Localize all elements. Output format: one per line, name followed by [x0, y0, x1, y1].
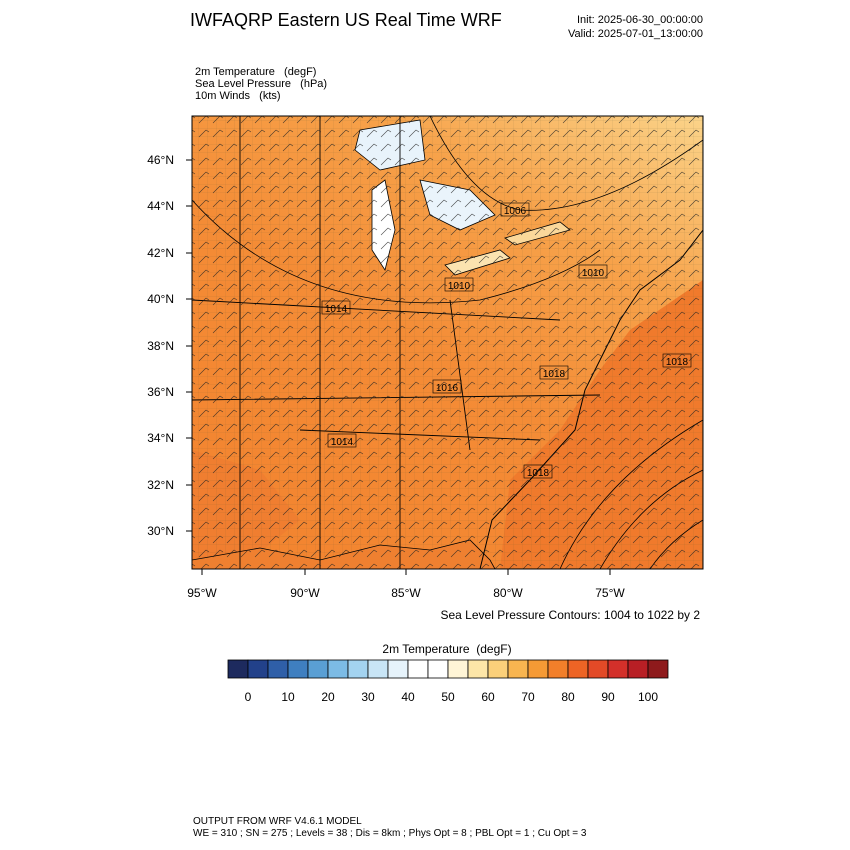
contour-label: 1018: [666, 357, 689, 368]
contour-label-box: [539, 365, 569, 380]
contour-label-box: [321, 300, 351, 315]
colorbar-swatch: [487, 659, 509, 679]
contour-label-box: [500, 202, 530, 217]
contour-label-box: [523, 464, 553, 479]
lon-label: 85°W: [391, 586, 421, 600]
contour-note: Sea Level Pressure Contours: 1004 to 102…: [441, 608, 701, 622]
contour-label: 1018: [543, 369, 566, 380]
colorbar-swatch: [567, 659, 589, 679]
colorbar-tick-label: 90: [601, 690, 615, 704]
colorbar-swatch: [387, 659, 409, 679]
colorbar-title: 2m Temperature (degF): [382, 642, 511, 656]
colorbar-swatch: [367, 659, 389, 679]
contour-label-box: [432, 379, 462, 394]
colorbar-tick-label: 100: [638, 690, 658, 704]
contour-label: 1018: [527, 468, 550, 479]
contour-label-box: [444, 277, 474, 292]
footer-line: WE = 310 ; SN = 275 ; Levels = 38 ; Dis …: [193, 828, 587, 839]
colorbar-tick-label: 50: [441, 690, 455, 704]
contour-label: 1016: [436, 383, 459, 394]
lat-label: 38°N: [147, 339, 174, 353]
contour-label: 1014: [331, 437, 354, 448]
colorbar-swatch: [347, 659, 369, 679]
colorbar-swatch: [547, 659, 569, 679]
colorbar-swatch: [507, 659, 529, 679]
colorbar-tick-label: 10: [281, 690, 295, 704]
lon-label: 90°W: [290, 586, 320, 600]
contour-label: 1014: [325, 304, 348, 315]
valid-time: Valid: 2025-07-01_13:00:00: [568, 28, 703, 40]
colorbar-tick-label: 30: [361, 690, 375, 704]
colorbar-swatch: [227, 659, 249, 679]
map-frame: [191, 115, 704, 570]
colorbar-swatch: [627, 659, 649, 679]
lat-label: 32°N: [147, 478, 174, 492]
colorbar-swatch: [287, 659, 309, 679]
field-label: 10m Winds (kts): [195, 90, 281, 102]
colorbar-tick-label: 40: [401, 690, 415, 704]
field-label: Sea Level Pressure (hPa): [195, 78, 327, 90]
colorbar-swatch: [267, 659, 289, 679]
contour-label-box: [578, 264, 608, 279]
colorbar-swatch: [307, 659, 329, 679]
colorbar-swatch: [247, 659, 269, 679]
lat-label: 40°N: [147, 292, 174, 306]
lon-label: 95°W: [187, 586, 217, 600]
contour-label-box: [662, 353, 692, 368]
title: IWFAQRP Eastern US Real Time WRF: [190, 10, 502, 30]
contour-label: 1006: [504, 206, 527, 217]
contour-label: 1010: [448, 281, 471, 292]
lon-label: 75°W: [595, 586, 625, 600]
lat-label: 34°N: [147, 431, 174, 445]
colorbar-swatch: [527, 659, 549, 679]
colorbar-swatch: [327, 659, 349, 679]
colorbar-tick-label: 70: [521, 690, 535, 704]
colorbar-tick-label: 20: [321, 690, 335, 704]
lon-label: 80°W: [493, 586, 523, 600]
colorbar-swatch: [647, 659, 669, 679]
colorbar-tick-label: 80: [561, 690, 575, 704]
lat-label: 42°N: [147, 246, 174, 260]
colorbar-swatch: [607, 659, 629, 679]
lat-label: 30°N: [147, 524, 174, 538]
contour-label: 1010: [582, 268, 605, 279]
lat-label: 46°N: [147, 153, 174, 167]
footer-line: OUTPUT FROM WRF V4.6.1 MODEL: [193, 816, 362, 827]
colorbar-swatch: [587, 659, 609, 679]
colorbar-swatch: [407, 659, 429, 679]
colorbar-tick-label: 0: [245, 690, 252, 704]
colorbar-swatch: [467, 659, 489, 679]
field-label: 2m Temperature (degF): [195, 66, 316, 78]
map: [192, 116, 703, 569]
contour-label-box: [327, 433, 357, 448]
init-time: Init: 2025-06-30_00:00:00: [577, 14, 703, 26]
colorbar-swatch: [427, 659, 449, 679]
lat-label: 36°N: [147, 385, 174, 399]
colorbar-swatch: [447, 659, 469, 679]
colorbar-tick-label: 60: [481, 690, 495, 704]
lat-label: 44°N: [147, 199, 174, 213]
